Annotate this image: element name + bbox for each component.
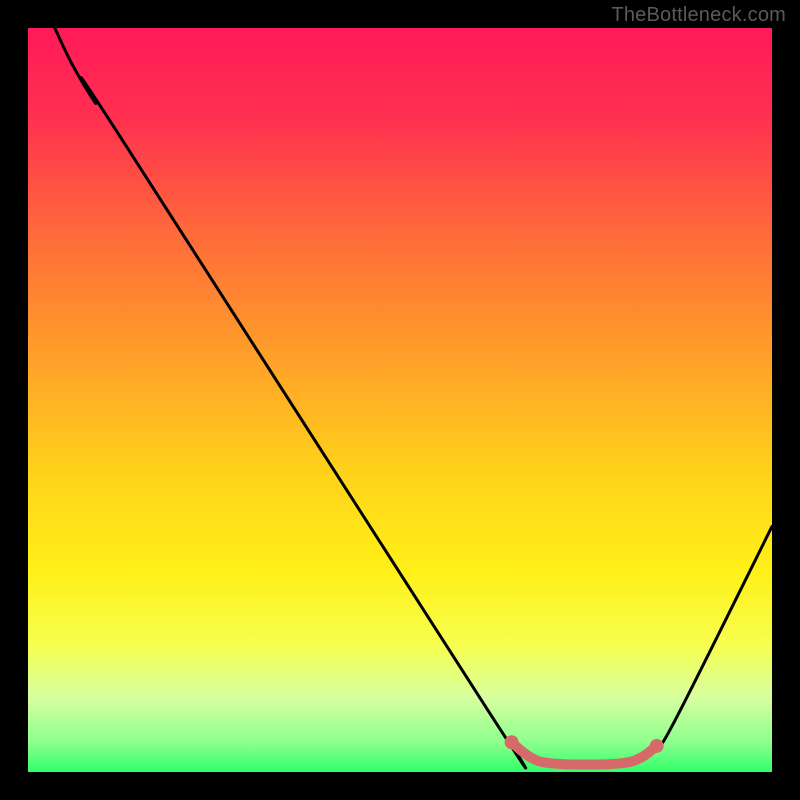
bottleneck-chart xyxy=(0,0,800,800)
watermark-text: TheBottleneck.com xyxy=(611,4,786,27)
chart-background xyxy=(28,28,772,772)
valley-endpoint-right xyxy=(650,739,664,753)
valley-endpoint-left xyxy=(505,735,519,749)
chart-frame: TheBottleneck.com xyxy=(0,0,800,800)
